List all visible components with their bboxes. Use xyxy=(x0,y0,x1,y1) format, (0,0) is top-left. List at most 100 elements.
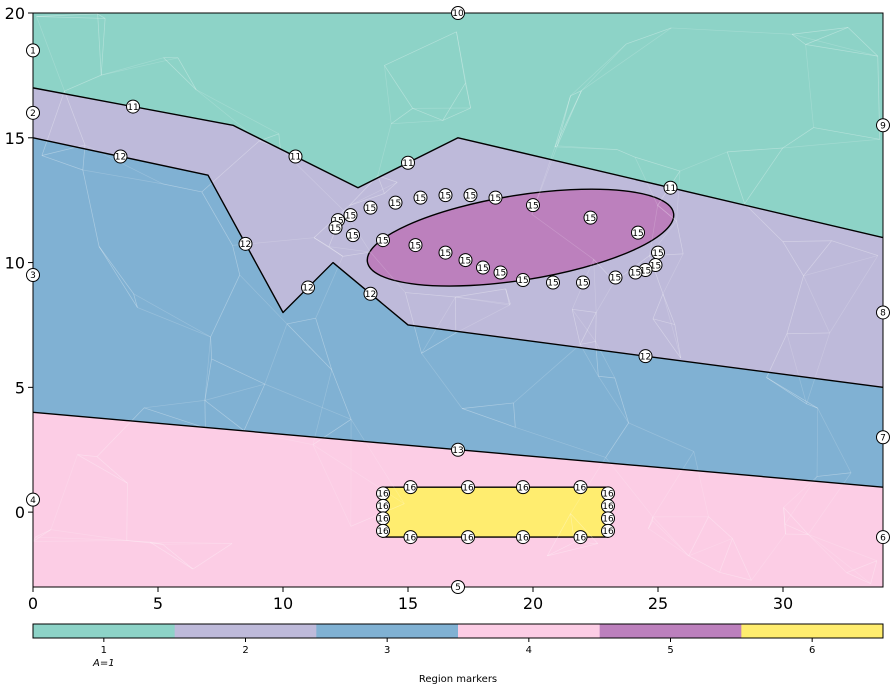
mesh-edge xyxy=(342,251,371,257)
mesh-edge xyxy=(264,323,288,385)
mesh-edge xyxy=(100,18,106,76)
mesh-edge xyxy=(377,123,392,176)
mesh-edge xyxy=(605,422,629,458)
boundary-marker: 16 xyxy=(376,498,390,513)
mesh-edge xyxy=(126,483,128,541)
mesh-edge xyxy=(808,534,877,562)
mesh-edge xyxy=(571,309,596,342)
mesh-edge xyxy=(783,507,809,535)
mesh-edge xyxy=(36,13,98,17)
mesh-edge xyxy=(36,16,106,19)
mesh-edge xyxy=(370,251,406,293)
mesh-edge xyxy=(546,513,571,557)
mesh-edge xyxy=(64,90,86,146)
colorbar-label: 3 xyxy=(384,645,390,656)
svg-text:15: 15 xyxy=(365,204,376,214)
mesh-edge xyxy=(598,375,615,379)
x-tick-label: 20 xyxy=(523,594,543,613)
svg-text:15: 15 xyxy=(630,269,641,279)
boundary-marker: 15 xyxy=(458,253,473,268)
svg-text:15: 15 xyxy=(345,211,356,221)
x-tick-label: 15 xyxy=(398,594,418,613)
boundary-marker: 11 xyxy=(126,99,140,114)
mesh-edge xyxy=(77,454,98,457)
mesh-edge xyxy=(462,402,514,409)
mesh-edge xyxy=(286,323,332,370)
mesh-edge xyxy=(64,74,102,92)
mesh-edge xyxy=(786,275,804,334)
boundary-marker: 12 xyxy=(363,286,378,301)
mesh-edge xyxy=(328,246,371,253)
mesh-edge xyxy=(465,83,471,109)
boundary-marker: 15 xyxy=(576,275,590,290)
mesh-edge xyxy=(41,90,65,156)
mesh-edge xyxy=(784,524,786,535)
mesh-edge xyxy=(126,540,151,543)
mesh-edge xyxy=(343,205,350,211)
svg-text:15: 15 xyxy=(440,191,451,201)
boundary-marker: 7 xyxy=(876,430,890,445)
mesh-edge xyxy=(162,543,194,570)
mesh-edge xyxy=(177,57,197,90)
colorbar-swatch xyxy=(33,624,176,638)
svg-text:16: 16 xyxy=(462,533,474,543)
mesh-edge xyxy=(243,383,266,431)
y-tick-label: 5 xyxy=(15,378,25,397)
svg-text:16: 16 xyxy=(405,483,417,493)
mesh-edge xyxy=(77,454,128,484)
svg-text:7: 7 xyxy=(880,433,886,443)
mesh-edge xyxy=(784,476,818,525)
mesh-edge xyxy=(82,169,100,247)
svg-text:16: 16 xyxy=(377,527,389,537)
svg-text:5: 5 xyxy=(455,583,461,593)
svg-text:12: 12 xyxy=(302,284,313,294)
mesh-edge xyxy=(570,43,627,97)
svg-text:12: 12 xyxy=(240,240,251,250)
mesh-edge xyxy=(732,538,752,581)
mesh-edge xyxy=(791,33,806,45)
mesh-edge xyxy=(144,400,205,409)
mesh-edge xyxy=(652,293,664,319)
svg-text:16: 16 xyxy=(377,515,389,525)
svg-text:12: 12 xyxy=(640,352,651,362)
mesh-edge xyxy=(384,65,413,109)
svg-text:11: 11 xyxy=(402,159,413,169)
mesh-edge xyxy=(210,336,212,359)
mesh-edge xyxy=(605,457,654,518)
mesh-edge xyxy=(766,333,788,378)
mesh-edge xyxy=(278,133,281,149)
mesh-edge xyxy=(766,377,818,409)
mesh-edge xyxy=(598,376,629,424)
y-tick-label: 15 xyxy=(5,129,25,148)
mesh-edge xyxy=(595,341,599,377)
mesh-edge xyxy=(870,560,878,584)
svg-text:15: 15 xyxy=(527,201,538,211)
mesh-edge xyxy=(688,538,733,557)
svg-text:2: 2 xyxy=(30,109,36,119)
mesh-edge xyxy=(177,57,197,90)
mesh-edge xyxy=(77,454,128,484)
svg-text:15: 15 xyxy=(547,279,558,289)
mesh-edge xyxy=(126,483,128,541)
svg-text:15: 15 xyxy=(330,224,341,234)
mesh-edge xyxy=(547,543,598,557)
mesh-edge xyxy=(384,181,398,194)
colorbar-swatch xyxy=(599,624,742,638)
y-tick-label: 20 xyxy=(5,4,25,23)
boundary-marker: 16 xyxy=(376,523,390,538)
boundary-marker: 15 xyxy=(608,270,623,285)
mesh-edge xyxy=(783,507,786,525)
mesh-edge xyxy=(806,403,818,409)
mesh-edge xyxy=(315,318,333,370)
mesh-edge xyxy=(595,312,597,342)
mesh-edge xyxy=(671,27,793,35)
mesh-edge xyxy=(744,147,784,204)
boundary-marker: 16 xyxy=(403,480,418,495)
mesh-edge xyxy=(570,513,599,544)
boundary-marker: 15 xyxy=(546,275,560,290)
mesh-edge xyxy=(36,16,65,92)
colorbar-swatch xyxy=(741,624,884,638)
mesh-edge xyxy=(82,169,100,247)
svg-text:15: 15 xyxy=(640,266,651,276)
boundary-marker: 15 xyxy=(493,265,508,280)
